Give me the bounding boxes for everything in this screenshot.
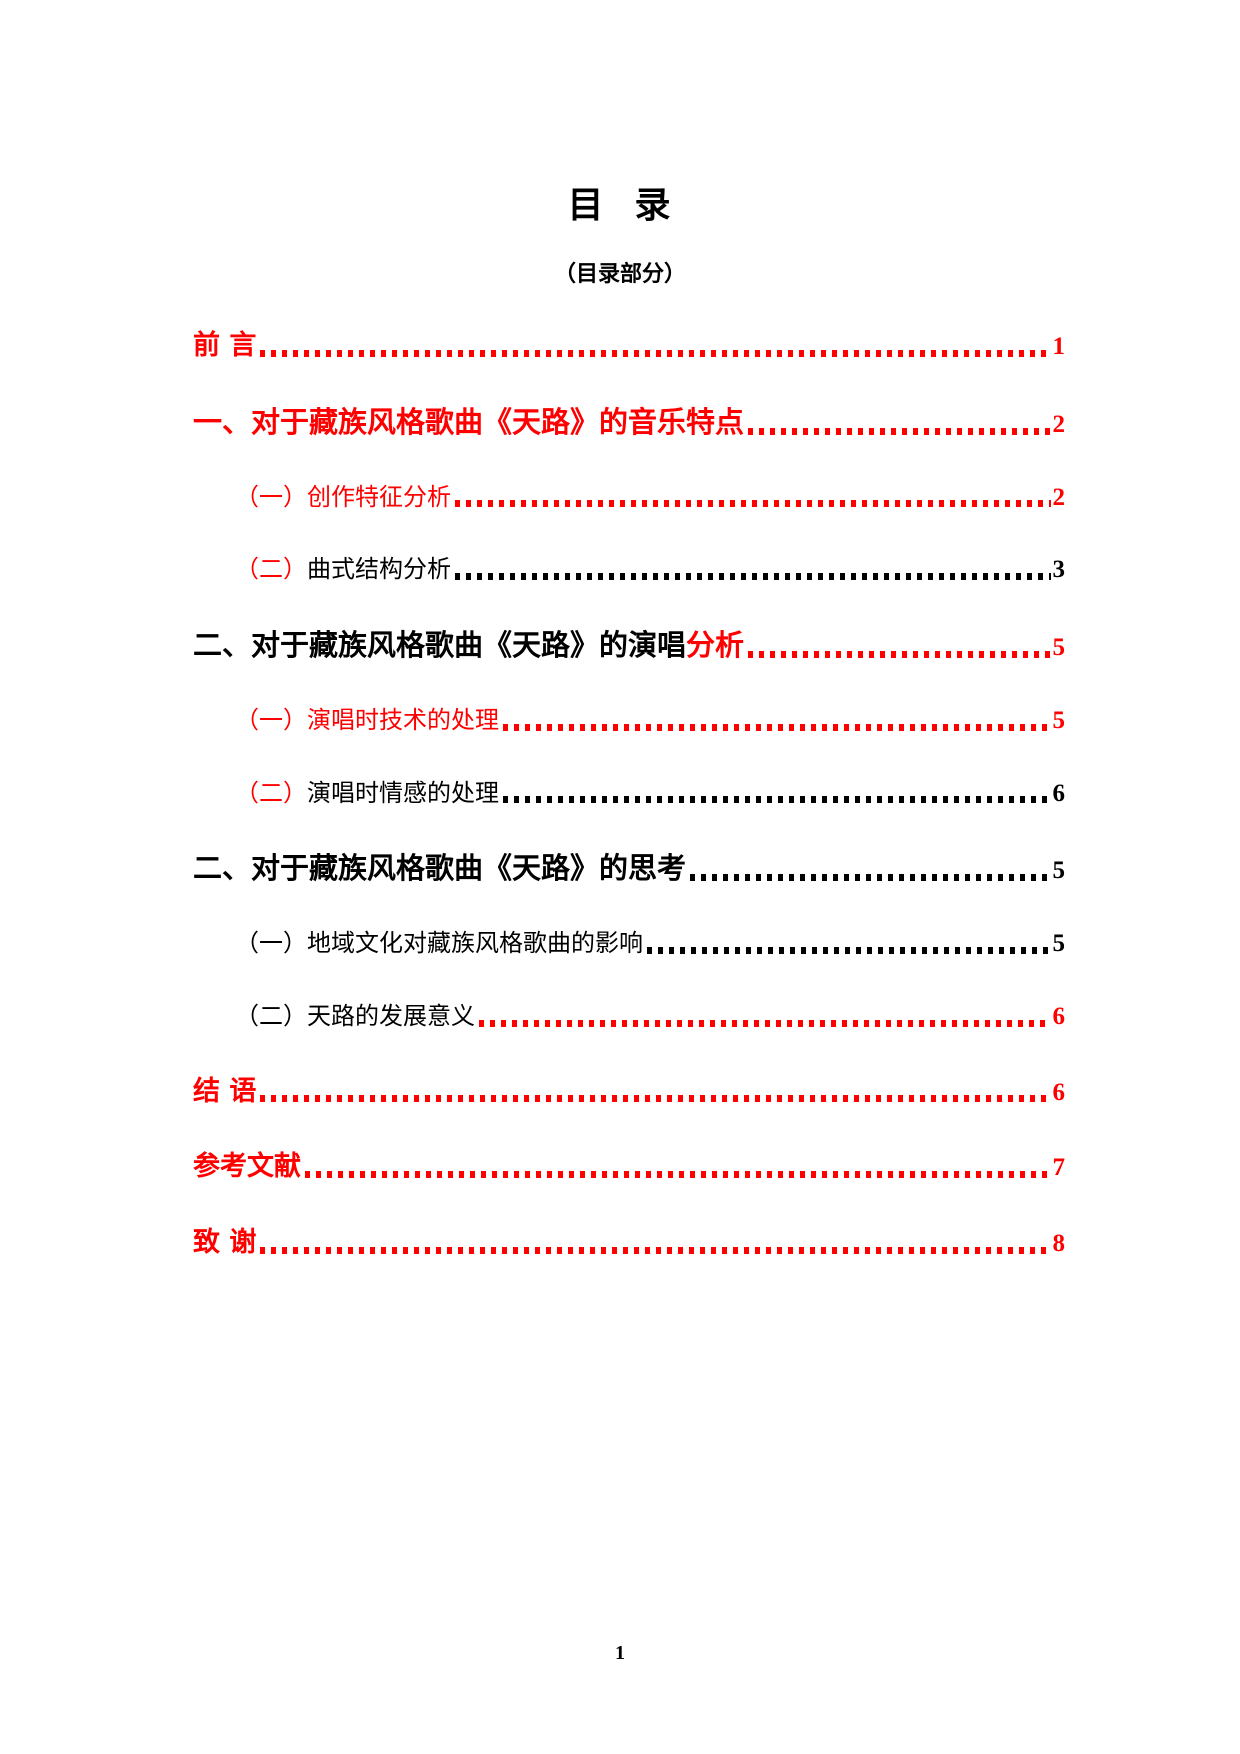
toc-entry-chapter1-music-features[interactable]: 一、对于藏族风格歌曲《天路》的音乐特点 2 xyxy=(193,404,1066,440)
toc-entry-label: （二）天路的发展意义 xyxy=(235,1003,475,1030)
page-title: 目 录 xyxy=(567,185,673,226)
toc-entry-label: 一、对于藏族风格歌曲《天路》的音乐特点 xyxy=(193,404,745,439)
toc-page-number: 5 xyxy=(1052,706,1066,734)
toc-page-number: 6 xyxy=(1052,1078,1066,1106)
toc-page-number: 6 xyxy=(1052,779,1066,807)
toc-entry-label: 二、对于藏族风格歌曲《天路》的演唱 xyxy=(193,628,687,662)
toc-entry-regional-culture-influence[interactable]: （一）地域文化对藏族风格歌曲的影响 5 xyxy=(193,930,1065,959)
footer-page-number: 1 xyxy=(615,1642,625,1664)
toc-entry-technique-handling[interactable]: （一）演唱时技术的处理 5 xyxy=(193,707,1065,736)
dot-leader xyxy=(260,349,1051,357)
toc-entry-structure-analysis[interactable]: （二） 曲式结构分析 3 xyxy=(193,556,1065,585)
toc-entry-label: 结 语 xyxy=(193,1075,257,1107)
toc-page-number: 3 xyxy=(1052,556,1066,584)
toc-entry-label: 二、对于藏族风格歌曲《天路》的思考 xyxy=(193,851,687,886)
toc-page-number: 1 xyxy=(1052,333,1066,360)
toc-entry-label: 参考文献 xyxy=(193,1151,301,1183)
toc-page-number: 5 xyxy=(1052,857,1066,885)
toc-entry-label: （一）地域文化对藏族风格歌曲的影响 xyxy=(235,931,643,957)
toc-entry-label: 前 言 xyxy=(193,330,257,361)
dot-leader xyxy=(305,1171,1051,1178)
toc-page-number: 5 xyxy=(1052,634,1066,661)
toc-page-number: 6 xyxy=(1052,1002,1066,1030)
page-subtitle: （目录部分） xyxy=(553,262,686,287)
toc-entry-chapter3-reflection[interactable]: 二、对于藏族风格歌曲《天路》的思考 5 xyxy=(193,851,1066,886)
toc-entry-acknowledgements[interactable]: 致 谢 8 xyxy=(193,1227,1065,1259)
toc-entry-emotion-handling[interactable]: （二） 演唱时情感的处理 6 xyxy=(193,780,1065,809)
toc-entry-label: （一）创作特征分析 xyxy=(235,484,451,511)
dot-leader xyxy=(647,946,1051,954)
toc-entry-references[interactable]: 参考文献 7 xyxy=(193,1151,1065,1183)
dot-leader xyxy=(455,573,1051,580)
toc-entry-label: 分析 xyxy=(686,628,745,662)
toc-entry-label: 演唱时情感的处理 xyxy=(307,780,499,807)
dot-leader xyxy=(748,427,1051,435)
dot-leader xyxy=(455,500,1051,508)
toc-page-number: 7 xyxy=(1052,1154,1066,1182)
toc-entry-label: 致 谢 xyxy=(193,1227,257,1258)
toc-entry-chapter2-singing-analysis[interactable]: 二、对于藏族风格歌曲《天路》的演唱 分析 5 xyxy=(193,628,1066,663)
toc-entry-label: （二） xyxy=(235,557,307,584)
toc-entry-conclusion[interactable]: 结 语 6 xyxy=(193,1076,1065,1108)
toc-entry-foreword[interactable]: 前 言 1 xyxy=(193,330,1065,362)
dot-leader xyxy=(503,723,1051,731)
dot-leader xyxy=(260,1246,1051,1254)
dot-leader xyxy=(479,1019,1051,1027)
toc-list: 前 言 1 一、对于藏族风格歌曲《天路》的音乐特点 2 （一）创作特征分析 2 … xyxy=(193,330,1065,1303)
toc-page-number: 8 xyxy=(1052,1230,1066,1257)
toc-entry-label: （一）演唱时技术的处理 xyxy=(235,707,499,734)
dot-leader xyxy=(503,796,1051,804)
toc-page-number: 2 xyxy=(1052,410,1066,438)
toc-entry-development-significance[interactable]: （二）天路的发展意义 6 xyxy=(193,1003,1065,1032)
dot-leader xyxy=(748,650,1051,658)
toc-entry-creation-analysis[interactable]: （一）创作特征分析 2 xyxy=(193,484,1065,513)
toc-entry-label: （二） xyxy=(235,780,307,807)
toc-page-number: 5 xyxy=(1052,930,1066,957)
dot-leader xyxy=(260,1095,1051,1103)
dot-leader xyxy=(690,874,1051,881)
toc-page-number: 2 xyxy=(1052,483,1066,511)
toc-entry-label: 曲式结构分析 xyxy=(307,557,451,584)
